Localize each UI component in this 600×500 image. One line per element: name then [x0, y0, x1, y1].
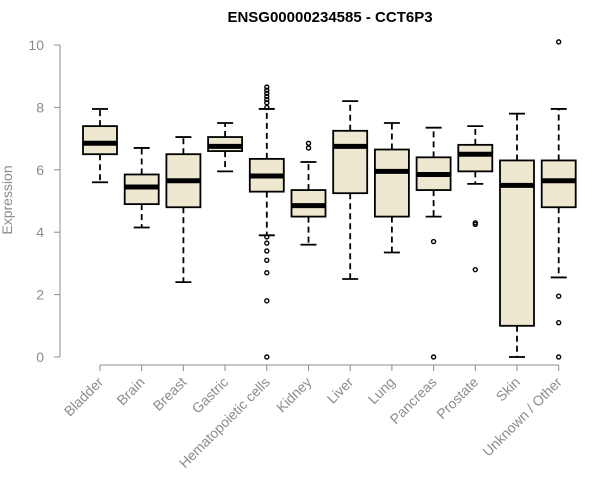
- box: [499, 159, 535, 327]
- box: [457, 143, 494, 173]
- x-tick-label: Brain: [113, 374, 147, 408]
- x-tick-label: Breast: [150, 374, 190, 414]
- box-group: [207, 122, 244, 173]
- box: [540, 159, 577, 209]
- y-axis: 0 2 4 6 8 10: [28, 37, 61, 365]
- y-tick-label: 4: [36, 224, 44, 240]
- outlier-point: [430, 238, 437, 245]
- box-group: [540, 39, 577, 360]
- box-group: [415, 126, 452, 360]
- box-group: [290, 140, 327, 246]
- outlier-point: [305, 145, 312, 151]
- y-axis-label: Expression: [0, 165, 15, 234]
- outlier-point: [264, 248, 270, 254]
- y-tick-label: 2: [36, 287, 44, 303]
- outlier-point: [264, 234, 270, 240]
- box: [82, 125, 118, 156]
- chart-title: ENSG00000234585 - CCT6P3: [227, 9, 432, 26]
- x-tick-label: Lung: [365, 374, 398, 407]
- box-group: [165, 136, 202, 284]
- outlier-point: [264, 298, 270, 304]
- outlier-point: [556, 354, 562, 360]
- outlier-point: [430, 354, 437, 360]
- outlier-point: [556, 319, 562, 326]
- outlier-point: [472, 266, 478, 273]
- outlier-point: [264, 87, 270, 93]
- box-group: [123, 147, 160, 229]
- outlier-point: [264, 100, 270, 106]
- box-group: [457, 125, 494, 273]
- outlier-point: [305, 140, 312, 146]
- x-tick-label: Prostate: [433, 374, 481, 422]
- outlier-point: [264, 90, 270, 97]
- y-tick-label: 8: [36, 99, 44, 115]
- box: [373, 148, 410, 218]
- outlier-point: [264, 84, 270, 90]
- outlier-point: [264, 104, 270, 111]
- box-series: [82, 39, 577, 360]
- box-group: [332, 100, 369, 280]
- x-tick-label: Liver: [324, 374, 357, 407]
- box-group: [82, 108, 118, 184]
- outlier-point: [264, 93, 270, 100]
- box-group: [248, 84, 285, 360]
- outlier-point: [556, 39, 562, 45]
- x-tick-label: Unknown / Other: [479, 374, 565, 460]
- x-tick-label: Skin: [493, 374, 524, 405]
- box: [332, 129, 369, 195]
- outlier-point: [264, 96, 270, 103]
- box-group: [499, 112, 535, 358]
- outlier-point: [556, 293, 562, 299]
- x-tick-label: Bladder: [61, 374, 107, 420]
- outlier-point: [264, 240, 270, 246]
- x-tick-label: Kidney: [273, 374, 315, 416]
- y-tick-label: 0: [36, 349, 44, 365]
- outlier-point: [264, 354, 270, 360]
- outlier-point: [472, 220, 478, 226]
- outlier-point: [264, 270, 270, 276]
- box-group: [373, 122, 410, 254]
- y-tick-label: 6: [36, 162, 44, 178]
- outlier-point: [264, 257, 270, 263]
- y-tick-label: 10: [28, 37, 44, 53]
